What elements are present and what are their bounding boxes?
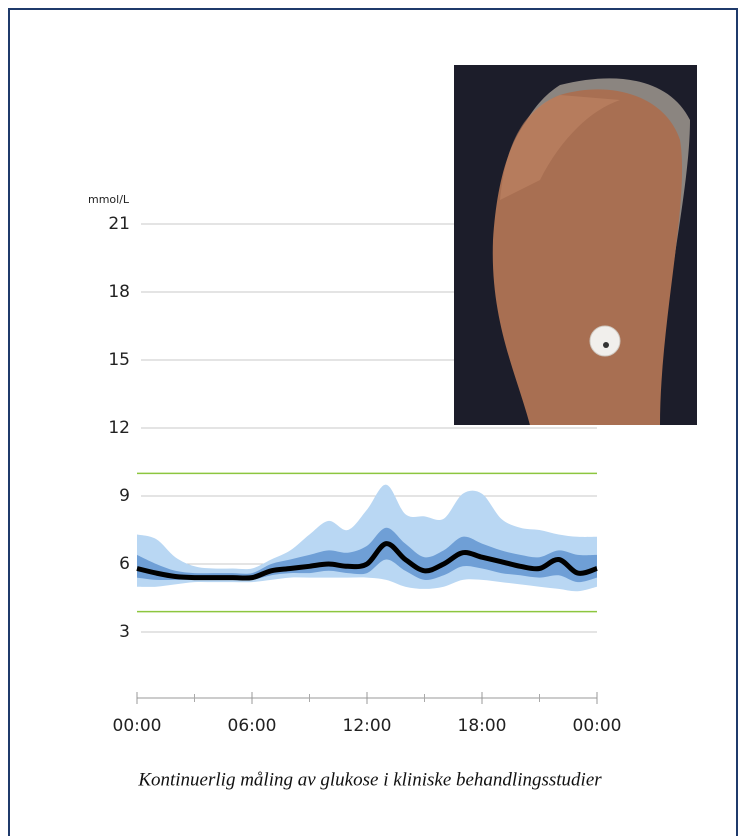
y-tick-label: 18	[108, 282, 130, 302]
y-tick-label: 15	[108, 350, 130, 370]
y-tick-label: 21	[108, 214, 130, 234]
x-tick-label: 06:00	[228, 716, 277, 736]
x-tick-label: 00:00	[113, 716, 162, 736]
figure: mmol/L 3 6 9 12 15 18 21 00:00 06:00 12:00 18:00 00…	[0, 0, 739, 836]
y-unit: mmol/L	[88, 193, 130, 206]
y-tick-label: 3	[119, 622, 130, 642]
y-tick-label: 12	[108, 418, 130, 438]
y-tick-label: 6	[119, 554, 130, 574]
y-tick-label: 9	[119, 486, 130, 506]
photo	[454, 65, 697, 425]
caption: Kontinuerlig måling av glukose i klinisk…	[137, 769, 602, 790]
x-tick-label: 12:00	[343, 716, 392, 736]
x-tick-label: 00:00	[573, 716, 622, 736]
x-tick-label: 18:00	[458, 716, 507, 736]
